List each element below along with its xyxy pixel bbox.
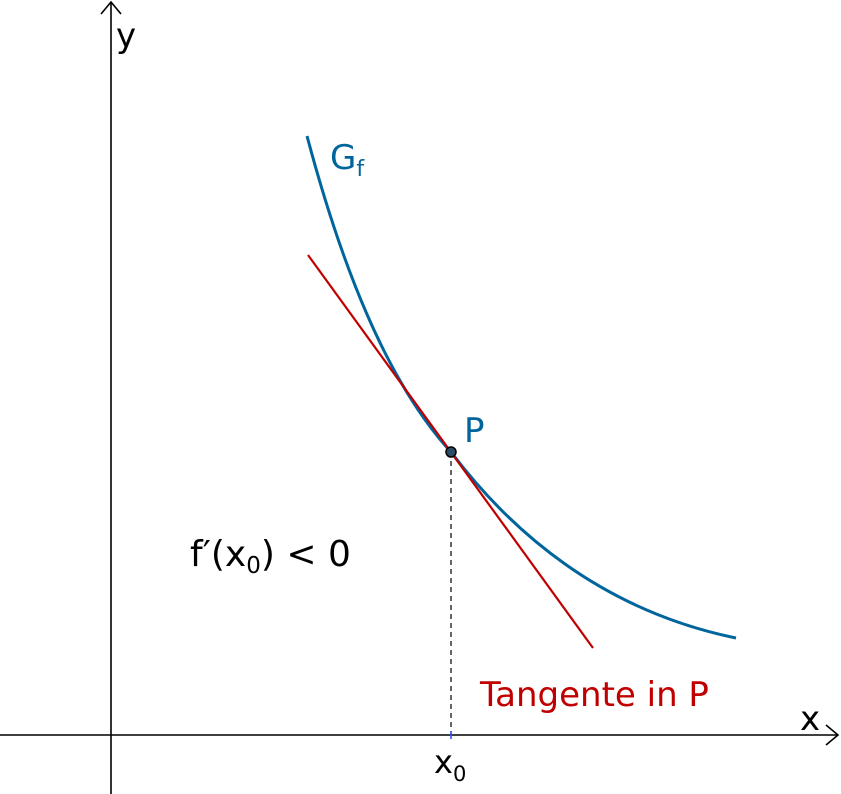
curve-label-sub: f xyxy=(356,157,365,182)
point-p xyxy=(445,446,457,458)
x-axis-arrow-icon xyxy=(825,724,840,746)
x0-tick-label: x0 xyxy=(434,743,466,786)
point-label: P xyxy=(464,411,485,451)
curve-label-main: G xyxy=(330,138,356,178)
y-axis-arrow-icon xyxy=(100,0,122,15)
curve-label: Gf xyxy=(330,138,365,182)
annotation-var-sub: 0 xyxy=(246,553,261,579)
x0-tick-sub: 0 xyxy=(453,762,466,786)
derivative-annotation: f′(x0) < 0 xyxy=(190,534,351,579)
y-axis-label: y xyxy=(116,16,136,56)
x-axis-label: x xyxy=(800,699,820,739)
function-curve xyxy=(305,135,737,640)
x0-tick-main: x xyxy=(434,743,453,781)
annotation-prime: ′ xyxy=(203,534,211,575)
annotation-paren-open: ( xyxy=(211,534,225,575)
annotation-prefix: f xyxy=(190,534,204,575)
tangent-label: Tangente in P xyxy=(479,675,709,715)
annotation-rest: ) < 0 xyxy=(261,534,351,575)
annotation-var-main: x xyxy=(225,534,246,575)
